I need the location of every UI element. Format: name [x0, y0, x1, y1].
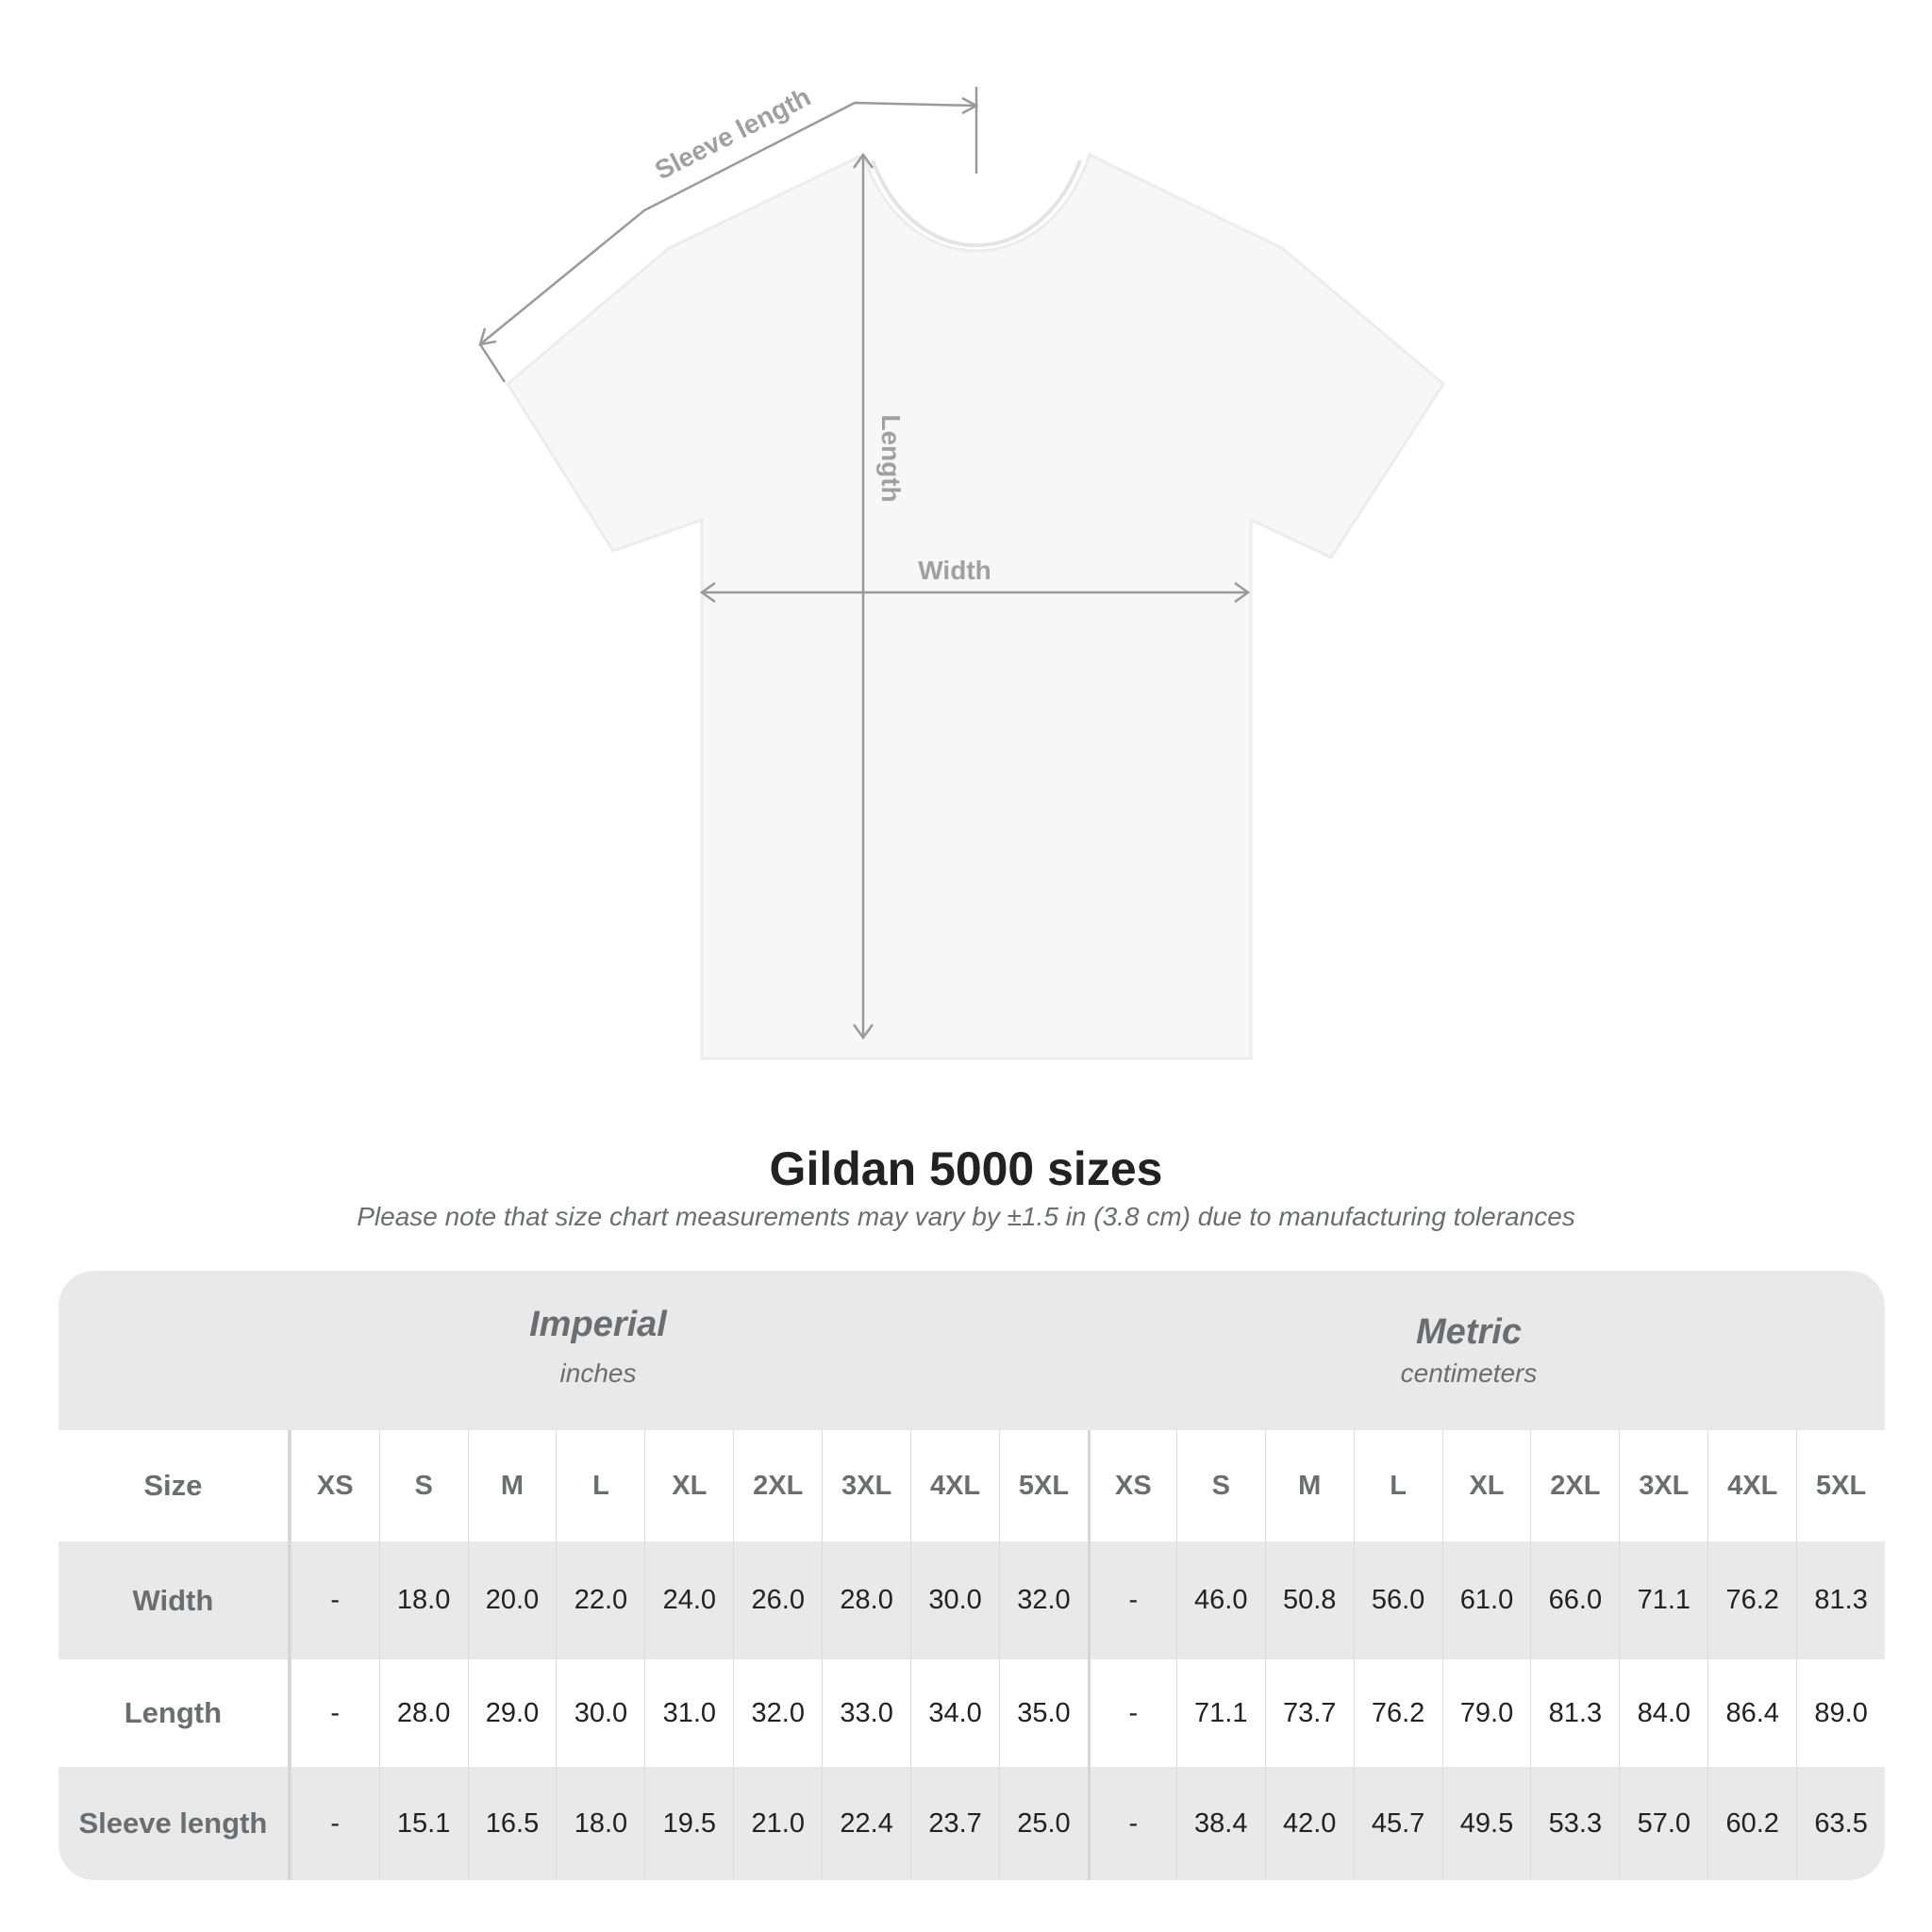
size-header-cell: 3XL: [822, 1430, 910, 1541]
size-header-cell: S: [1175, 1430, 1265, 1541]
table-cell: 56.0: [1353, 1541, 1442, 1659]
size-header-cell: L: [1353, 1430, 1442, 1541]
table-cell: 66.0: [1530, 1541, 1619, 1659]
table-row: Length -28.0 29.0 30.0 31.0 32.0 33.0 34.0 35.0-…: [58, 1659, 1885, 1767]
table-cell: 61.0: [1441, 1541, 1531, 1659]
size-header-cell: 3XL: [1619, 1430, 1707, 1541]
table-cell: 49.5: [1441, 1767, 1531, 1880]
metric-header: Metric centimeters: [1280, 1312, 1657, 1389]
table-cell: 71.1: [1619, 1541, 1707, 1659]
row-label: Sleeve length: [58, 1767, 291, 1880]
table-cell: 30.0: [556, 1659, 644, 1767]
table-cell: -: [290, 1767, 379, 1880]
size-header-cell: XL: [644, 1430, 733, 1541]
table-cell: 35.0: [999, 1659, 1088, 1767]
table-cell: 63.5: [1796, 1767, 1885, 1880]
table-cell: -: [290, 1659, 379, 1767]
size-header-cell: XS: [290, 1430, 379, 1541]
table-cell: 71.1: [1175, 1659, 1265, 1767]
size-header-cell: L: [556, 1430, 644, 1541]
size-header-cell: 2XL: [733, 1430, 822, 1541]
unit-header-band: Imperial inches Metric centimeters: [58, 1271, 1885, 1430]
size-header-cell: 4XL: [1707, 1430, 1796, 1541]
table-cell: 89.0: [1796, 1659, 1885, 1767]
table-cell: 86.4: [1707, 1659, 1796, 1767]
table-cell: 57.0: [1619, 1767, 1707, 1880]
table-cell: 81.3: [1530, 1659, 1619, 1767]
size-header-row: Size XS S M L XL 2XL 3XL 4XL 5XL XS S M L XL 2XL 3XL 4XL 5…: [58, 1430, 1885, 1541]
size-header-cell: XS: [1087, 1430, 1176, 1541]
row-label: Width: [58, 1541, 291, 1659]
size-header-cell: XL: [1441, 1430, 1531, 1541]
size-header-cell: M: [1264, 1430, 1354, 1541]
table-cell: 26.0: [733, 1541, 822, 1659]
table-cell: 42.0: [1264, 1767, 1354, 1880]
table-cell: 53.3: [1530, 1767, 1619, 1880]
table-cell: 30.0: [910, 1541, 999, 1659]
table-cell: -: [1087, 1541, 1176, 1659]
row-label: Length: [58, 1659, 291, 1767]
table-cell: 84.0: [1619, 1659, 1707, 1767]
size-header-cell: 4XL: [910, 1430, 999, 1541]
table-cell: 45.7: [1353, 1767, 1442, 1880]
size-table: Imperial inches Metric centimeters Size X…: [58, 1271, 1885, 1880]
table-row: Sleeve length -15.1 16.5 18.0 19.5 21.0 22.4 23…: [58, 1767, 1885, 1880]
page-title: Gildan 5000 sizes: [769, 1142, 1163, 1195]
table-cell: 25.0: [999, 1767, 1088, 1880]
table-cell: 38.4: [1175, 1767, 1265, 1880]
tshirt-illustration: [506, 152, 1445, 1060]
imperial-header: Imperial inches: [409, 1305, 787, 1389]
size-header-cell: 2XL: [1530, 1430, 1619, 1541]
imperial-title: Imperial: [529, 1305, 667, 1344]
table-cell: 28.0: [822, 1541, 910, 1659]
width-label: Width: [918, 556, 991, 585]
table-cell: 15.1: [378, 1767, 468, 1880]
table-row: Width -18.0 20.0 22.0 24.0 26.0 28.0 30.0 32.0-4…: [58, 1541, 1885, 1659]
table-cell: 22.0: [556, 1541, 644, 1659]
table-cell: 19.5: [644, 1767, 733, 1880]
metric-title: Metric: [1416, 1312, 1522, 1352]
table-cell: 28.0: [378, 1659, 468, 1767]
length-arrow: [852, 152, 874, 1041]
table-cell: 29.0: [467, 1659, 557, 1767]
table-cell: -: [1087, 1767, 1176, 1880]
imperial-unit: inches: [559, 1358, 637, 1388]
table-cell: 20.0: [467, 1541, 557, 1659]
table-cell: 23.7: [910, 1767, 999, 1880]
size-header-cell: M: [467, 1430, 557, 1541]
table-cell: 76.2: [1707, 1541, 1796, 1659]
table-cell: 76.2: [1353, 1659, 1442, 1767]
table-cell: 81.3: [1796, 1541, 1885, 1659]
row-label: Size: [58, 1430, 291, 1541]
sleeve-length-arrow: [478, 87, 979, 383]
table-cell: 50.8: [1264, 1541, 1354, 1659]
table-cell: -: [1087, 1659, 1176, 1767]
table-cell: -: [290, 1541, 379, 1659]
table-cell: 73.7: [1264, 1659, 1354, 1767]
table-cell: 32.0: [999, 1541, 1088, 1659]
sleeve-length-label: Sleeve length: [650, 82, 815, 186]
size-header-cell: 5XL: [999, 1430, 1088, 1541]
tshirt-diagram: Sleeve length Length Width: [478, 82, 1445, 1060]
table-cell: 18.0: [378, 1541, 468, 1659]
table-cell: 33.0: [822, 1659, 910, 1767]
table-cell: 31.0: [644, 1659, 733, 1767]
table-cell: 21.0: [733, 1767, 822, 1880]
table-cell: 24.0: [644, 1541, 733, 1659]
table-cell: 34.0: [910, 1659, 999, 1767]
table-cell: 60.2: [1707, 1767, 1796, 1880]
length-label: Length: [876, 414, 906, 502]
size-header-cell: 5XL: [1796, 1430, 1885, 1541]
size-header-cell: S: [378, 1430, 468, 1541]
table-cell: 46.0: [1175, 1541, 1265, 1659]
width-arrow: [699, 581, 1251, 604]
metric-unit: centimeters: [1400, 1358, 1538, 1388]
table-cell: 16.5: [467, 1767, 557, 1880]
table-cell: 32.0: [733, 1659, 822, 1767]
table-cell: 18.0: [556, 1767, 644, 1880]
tolerance-note: Please note that size chart measurements…: [357, 1202, 1575, 1231]
table-cell: 79.0: [1441, 1659, 1531, 1767]
table-cell: 22.4: [822, 1767, 910, 1880]
